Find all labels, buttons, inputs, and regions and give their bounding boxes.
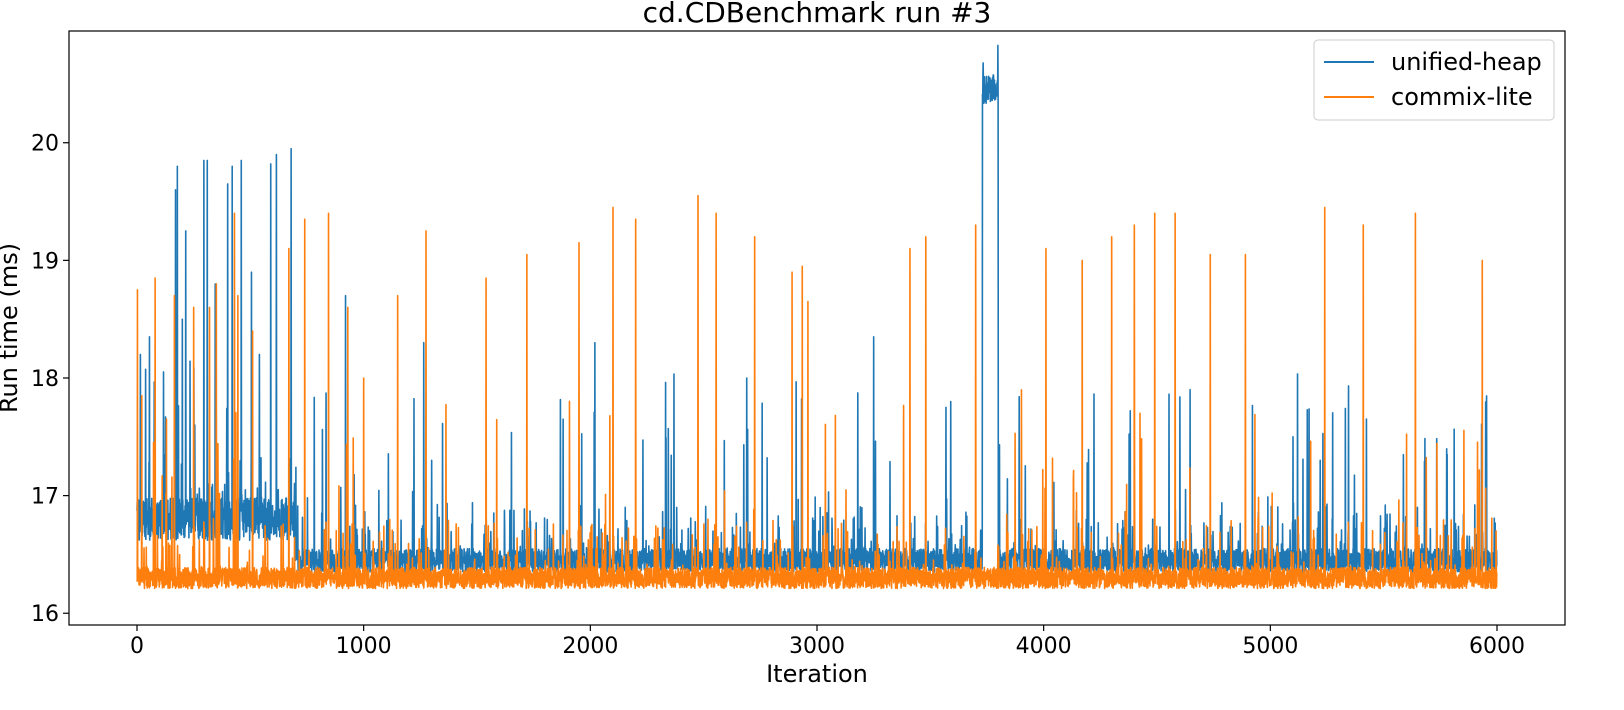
y-tick-label: 19 [31,249,59,274]
x-tick-label: 2000 [562,634,618,659]
x-tick-label: 3000 [789,634,845,659]
x-tick-label: 6000 [1469,634,1525,659]
x-tick-label: 1000 [336,634,392,659]
legend: unified-heap commix-lite [1313,39,1555,121]
series-line-unified-heap [136,44,1498,573]
legend-box [1313,39,1555,121]
y-tick-label: 18 [31,367,59,392]
x-tick-label: 5000 [1242,634,1298,659]
x-axis-label: Iteration [766,660,868,688]
x-tick-label: 4000 [1016,634,1072,659]
y-axis-label: Run time (ms) [0,243,23,413]
legend-label: commix-lite [1391,83,1533,111]
series-line-commix-lite [136,194,1498,590]
x-tick-label: 0 [130,634,144,659]
legend-label: unified-heap [1391,48,1542,76]
y-tick-label: 17 [31,485,59,510]
series-layer [136,44,1498,590]
y-tick-label: 16 [31,602,59,627]
y-tick-label: 20 [31,132,59,157]
x-axis-ticks: 0 1000 2000 3000 4000 5000 6000 [130,625,1525,659]
y-axis-ticks: 16 17 18 19 20 [31,132,69,627]
chart-title: cd.CDBenchmark run #3 [643,0,992,29]
